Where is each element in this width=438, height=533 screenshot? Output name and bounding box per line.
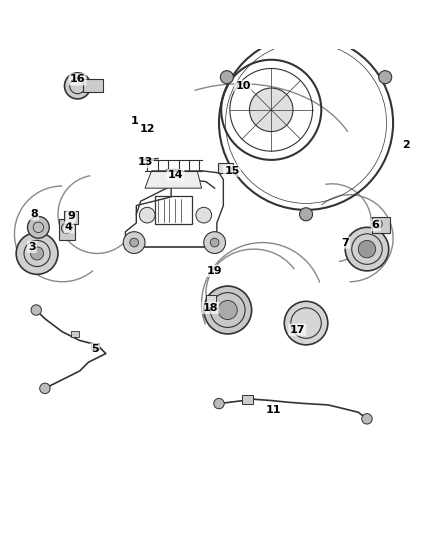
Circle shape — [250, 88, 293, 132]
Text: 19: 19 — [207, 266, 223, 276]
Circle shape — [31, 247, 44, 260]
FancyBboxPatch shape — [166, 168, 179, 177]
Text: 8: 8 — [30, 209, 38, 219]
FancyBboxPatch shape — [71, 331, 79, 337]
FancyBboxPatch shape — [242, 395, 253, 405]
Circle shape — [40, 383, 50, 393]
Circle shape — [218, 301, 237, 320]
Circle shape — [220, 71, 233, 84]
Circle shape — [196, 207, 212, 223]
Text: 5: 5 — [91, 344, 99, 354]
Text: 1: 1 — [130, 116, 138, 126]
Text: 13: 13 — [138, 157, 153, 167]
FancyBboxPatch shape — [59, 220, 74, 239]
Circle shape — [358, 240, 376, 258]
FancyBboxPatch shape — [218, 163, 233, 173]
Circle shape — [210, 238, 219, 247]
Text: 2: 2 — [402, 140, 410, 150]
FancyBboxPatch shape — [206, 295, 216, 308]
Text: 16: 16 — [70, 75, 85, 84]
Circle shape — [204, 286, 252, 334]
Circle shape — [214, 398, 224, 409]
Text: 4: 4 — [65, 222, 73, 232]
Text: 9: 9 — [67, 212, 75, 221]
Circle shape — [31, 305, 42, 315]
Circle shape — [300, 208, 313, 221]
Text: 10: 10 — [235, 81, 251, 91]
Text: 12: 12 — [139, 124, 155, 134]
FancyBboxPatch shape — [83, 79, 103, 92]
Text: 18: 18 — [202, 303, 218, 313]
Circle shape — [345, 228, 389, 271]
Circle shape — [16, 232, 58, 274]
Text: 3: 3 — [28, 242, 35, 252]
FancyBboxPatch shape — [91, 343, 99, 349]
Circle shape — [123, 232, 145, 254]
Text: 11: 11 — [266, 405, 281, 415]
Circle shape — [379, 71, 392, 84]
Circle shape — [284, 301, 328, 345]
Circle shape — [28, 216, 49, 238]
Circle shape — [204, 232, 226, 254]
FancyBboxPatch shape — [64, 211, 78, 224]
Circle shape — [130, 238, 138, 247]
FancyBboxPatch shape — [372, 217, 390, 233]
Text: 17: 17 — [290, 325, 305, 335]
Circle shape — [139, 207, 155, 223]
Text: 7: 7 — [341, 238, 349, 247]
Text: 6: 6 — [372, 220, 380, 230]
Circle shape — [64, 73, 91, 99]
Text: 14: 14 — [168, 170, 183, 180]
Circle shape — [362, 414, 372, 424]
Text: 15: 15 — [224, 166, 240, 176]
Polygon shape — [145, 171, 201, 188]
